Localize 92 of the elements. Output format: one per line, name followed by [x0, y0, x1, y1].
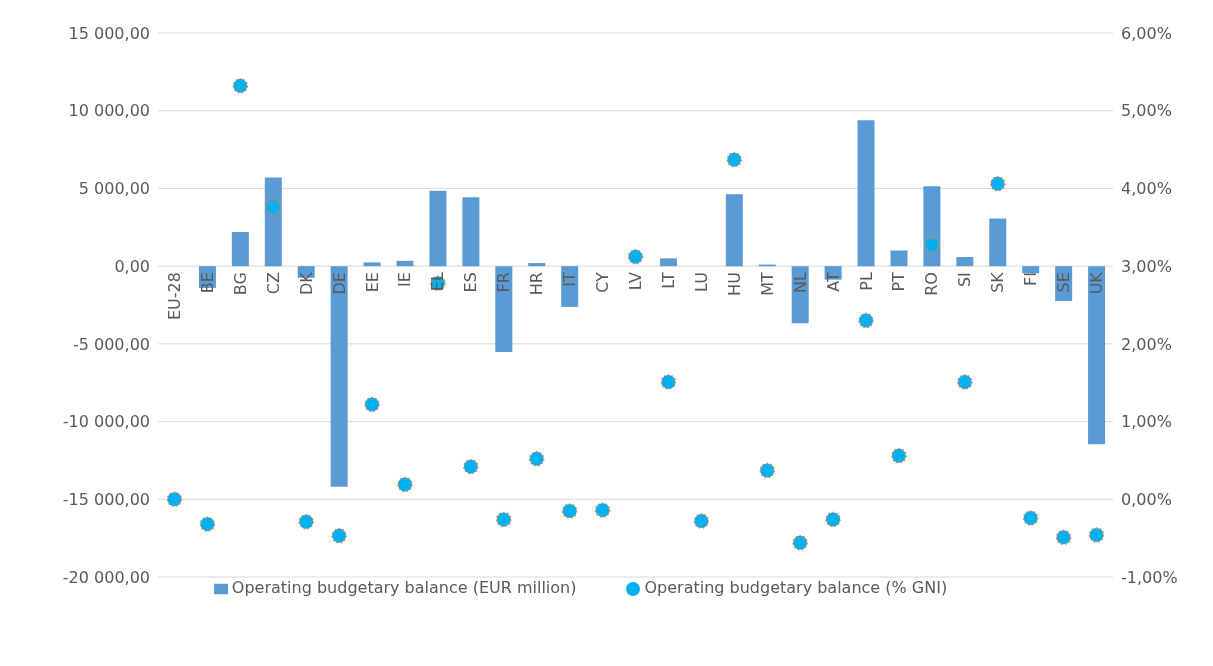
y-tick-label: -20 000,00: [62, 567, 150, 587]
x-tick-label: IE: [395, 272, 415, 287]
x-tick-label: EL: [428, 272, 448, 292]
point: [594, 502, 611, 518]
bar: [1088, 266, 1106, 445]
point: [1055, 529, 1072, 546]
point: [1088, 527, 1105, 543]
bar: [330, 266, 348, 487]
y-tick-label: 5 000,00: [78, 179, 150, 199]
x-tick-label: HR: [527, 272, 547, 296]
x-tick-label: IT: [560, 271, 580, 287]
point: [924, 237, 940, 253]
y-tick-label: -10 000,00: [62, 412, 150, 432]
x-tick-label: PT: [889, 271, 909, 292]
bar: [1022, 266, 1040, 274]
bar: [363, 262, 381, 267]
legend-label: Operating budgetary balance (EUR million): [231, 578, 577, 597]
point: [166, 491, 183, 508]
x-tick-label: FR: [494, 272, 514, 293]
x-tick-label: PL: [856, 272, 876, 291]
x-tick-label: LU: [691, 272, 711, 292]
bar: [396, 260, 414, 267]
point: [298, 514, 314, 530]
point: [561, 503, 578, 519]
x-tick-label: DK: [296, 271, 316, 295]
x-tick-label: NL: [790, 272, 810, 294]
x-tick-label: BE: [197, 272, 217, 294]
x-tick-label: SI: [955, 272, 975, 288]
y2-tick-label: 3,00%: [1121, 256, 1172, 276]
x-tick-label: SE: [1054, 272, 1074, 293]
x-tick-label: HU: [724, 272, 744, 296]
bar: [528, 263, 546, 267]
point: [199, 516, 216, 532]
point: [726, 151, 743, 168]
point: [463, 458, 479, 475]
x-tick-label: LT: [658, 271, 678, 289]
x-tick-label: LV: [626, 272, 645, 291]
point: [496, 511, 512, 528]
bar: [725, 194, 743, 267]
point: [957, 374, 973, 390]
x-tick-label: UK: [1087, 271, 1107, 295]
y-tick-label: -15 000,00: [62, 489, 150, 509]
point: [331, 528, 347, 544]
x-tick-label: CZ: [263, 272, 283, 295]
bar: [857, 120, 875, 267]
point: [759, 462, 775, 479]
x-tick-label: FI: [1021, 272, 1041, 287]
x-tick-label: AT: [823, 271, 843, 292]
y2-tick-label: -1,00%: [1121, 567, 1178, 587]
point: [989, 176, 1006, 192]
x-tick-label: EE: [362, 272, 382, 293]
y-tick-label: 10 000,00: [68, 101, 150, 121]
y-tick-label: -5 000,00: [72, 334, 150, 354]
point: [627, 249, 644, 265]
x-tick-label: RO: [922, 272, 942, 296]
bar: [429, 190, 447, 267]
bar: [495, 266, 513, 353]
x-tick-label: CY: [593, 271, 613, 293]
point: [792, 535, 808, 551]
bar: [659, 258, 677, 267]
y2-tick-label: 0,00%: [1121, 489, 1172, 509]
x-tick-label: MT: [757, 271, 777, 296]
point: [825, 511, 841, 528]
bar: [231, 231, 249, 267]
point: [397, 476, 413, 493]
x-tick-label: BG: [230, 272, 250, 296]
x-tick-label: SK: [988, 271, 1008, 293]
y2-tick-label: 5,00%: [1121, 101, 1172, 121]
point: [528, 451, 545, 467]
legend-label: Operating budgetary balance (% GNI): [644, 578, 948, 597]
point: [891, 448, 907, 464]
x-tick-label: DE: [329, 272, 349, 295]
bar: [561, 266, 579, 307]
y2-tick-label: 1,00%: [1121, 412, 1172, 432]
x-tick-label: EU-28: [164, 272, 184, 321]
bar: [956, 256, 974, 267]
bar: [462, 197, 480, 267]
bar: [989, 218, 1007, 267]
y-tick-label: 15 000,00: [68, 23, 150, 43]
y2-tick-label: 6,00%: [1121, 23, 1172, 43]
point: [1022, 510, 1039, 526]
y2-tick-label: 4,00%: [1121, 179, 1172, 199]
bar: [890, 250, 908, 267]
point: [265, 199, 282, 215]
point: [858, 312, 874, 329]
point: [364, 396, 380, 413]
x-tick-label: ES: [461, 272, 481, 293]
y2-tick-label: 2,00%: [1121, 334, 1172, 354]
point: [660, 374, 677, 390]
point: [693, 513, 710, 529]
point: [232, 78, 249, 94]
y-tick-label: 0,00: [114, 256, 150, 276]
